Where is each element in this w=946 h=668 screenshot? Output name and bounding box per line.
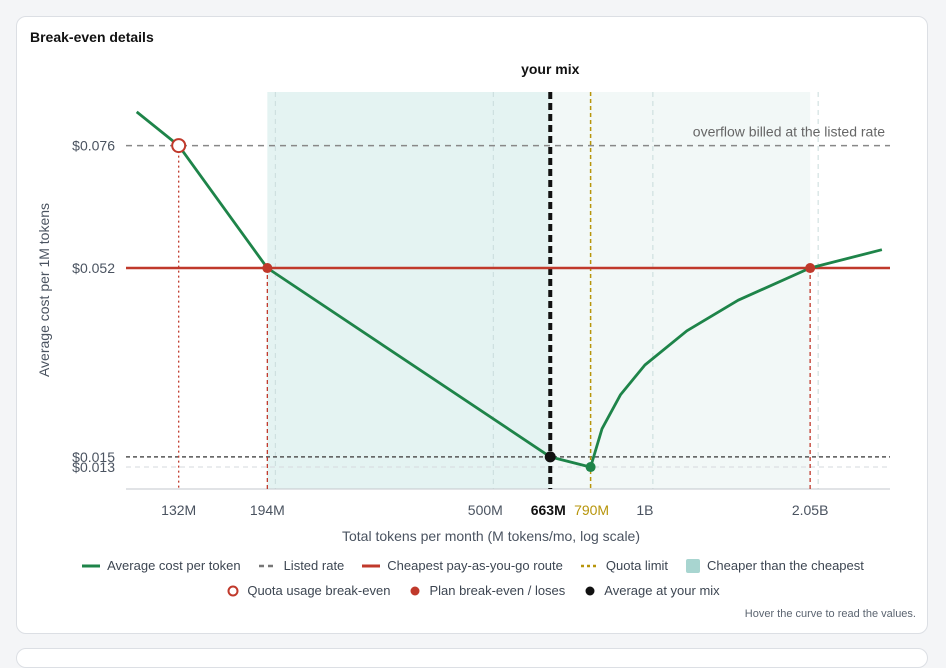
x-tick-label: 790M (574, 502, 609, 518)
legend-item[interactable]: Cheapest pay-as-you-go route (362, 558, 563, 573)
average-at-mix-marker (544, 451, 556, 463)
x-tick-label: 132M (161, 502, 196, 518)
plan-breakeven-marker (805, 263, 816, 274)
y-tick-label: $0.015 (72, 449, 115, 465)
x-tick-label: 1B (636, 502, 653, 518)
plan-breakeven-marker (262, 263, 273, 274)
legend-label: Listed rate (283, 558, 345, 573)
hover-hint: Hover the curve to read the values. (744, 608, 916, 620)
x-tick-label: 500M (468, 502, 503, 518)
legend-item[interactable]: Average at your mix (583, 583, 720, 598)
x-tick-label: 194M (250, 502, 285, 518)
line-legend-swatch (82, 564, 101, 567)
x-tick-label: 663M (531, 502, 566, 518)
legend-row-2: Quota usage break-even Plan break-even / … (0, 583, 946, 598)
y-tick-label: $0.052 (72, 260, 115, 276)
x-tick-label: 2.05B (792, 502, 829, 518)
legend-item[interactable]: Plan break-even / loses (408, 583, 565, 598)
y-axis-title: Average cost per 1M tokens (36, 203, 52, 377)
legend-item[interactable]: Quota limit (580, 558, 669, 573)
legend-label: Average cost per token (107, 558, 241, 573)
cheaper-band (267, 92, 551, 489)
y-tick-label: $0.076 (72, 138, 115, 154)
quota-end-marker (585, 462, 596, 473)
legend-label: Cheapest pay-as-you-go route (387, 558, 563, 573)
listed-rate-label: overflow billed at the listed rate (693, 124, 885, 140)
cheaper-band-beyond-mix (550, 92, 811, 489)
legend-label: Average at your mix (604, 583, 720, 598)
break-even-chart[interactable]: overflow billed at the listed rate your m… (0, 0, 946, 653)
legend-label: Cheaper than the cheapest (707, 558, 864, 573)
line-legend-swatch (362, 564, 381, 567)
legend-item[interactable]: Cheaper than the cheapest (686, 558, 864, 573)
dot-legend-swatch (585, 586, 595, 595)
legend-item[interactable]: Average cost per token (82, 558, 241, 573)
dash-legend-swatch (258, 564, 277, 567)
legend-item[interactable]: Quota usage break-even (226, 583, 390, 598)
ring-legend-swatch (227, 585, 239, 596)
quota-breakeven-marker (171, 138, 187, 154)
average-cost-curve (135, 110, 883, 469)
card-title: Break-even details (30, 29, 154, 45)
legend-item[interactable]: Listed rate (258, 558, 345, 573)
your-mix-label: your mix (521, 61, 580, 77)
legend-row-1: Average cost per token Listed rate Cheapes… (0, 558, 946, 573)
dot-line-legend-swatch (580, 564, 599, 567)
dot-legend-swatch (410, 586, 420, 595)
legend-label: Quota usage break-even (247, 583, 391, 598)
y-tick-label: $0.013 (72, 459, 115, 475)
x-axis-title: Total tokens per month (M tokens/mo, log… (342, 528, 640, 544)
legend-label: Quota limit (605, 558, 669, 573)
legend-label: Plan break-even / loses (429, 583, 566, 598)
box-legend-swatch (686, 558, 701, 573)
